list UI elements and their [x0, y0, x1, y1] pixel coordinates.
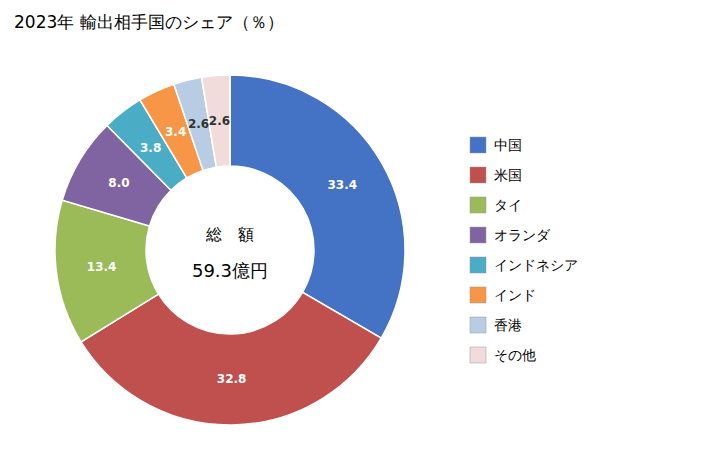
legend-label: その他 — [494, 347, 536, 363]
legend-swatch — [470, 137, 486, 153]
data-label: 8.0 — [108, 176, 129, 190]
data-label: 3.8 — [140, 141, 161, 155]
legend-label: 中国 — [494, 137, 522, 153]
legend: 中国米国タイオランダインドネシアインド香港その他 — [470, 137, 578, 363]
data-label: 33.4 — [327, 178, 357, 192]
legend-item: オランダ — [470, 227, 551, 243]
legend-item: 香港 — [470, 317, 522, 333]
legend-label: インド — [494, 287, 536, 303]
legend-label: オランダ — [494, 227, 551, 243]
legend-label: インドネシア — [494, 257, 578, 273]
legend-item: 中国 — [470, 137, 522, 153]
data-label: 13.4 — [87, 260, 117, 274]
legend-swatch — [470, 317, 486, 333]
legend-swatch — [470, 197, 486, 213]
legend-label: タイ — [494, 197, 522, 213]
legend-item: その他 — [470, 347, 536, 363]
title: 2023年 輸出相手国のシェア（％） — [14, 12, 284, 32]
data-label: 3.4 — [165, 125, 186, 139]
center-label: 総 額 — [205, 225, 254, 244]
legend-swatch — [470, 347, 486, 363]
data-labels: 33.432.813.48.03.83.42.62.6 — [87, 114, 357, 387]
legend-swatch — [470, 227, 486, 243]
slice — [230, 75, 405, 338]
legend-item: インド — [470, 287, 536, 303]
legend-label: 米国 — [494, 167, 522, 183]
legend-item: 米国 — [470, 167, 522, 183]
legend-swatch — [470, 257, 486, 273]
legend-item: インドネシア — [470, 257, 578, 273]
data-label: 32.8 — [217, 372, 247, 386]
legend-label: 香港 — [494, 317, 522, 333]
center-label: 59.3億円 — [192, 260, 268, 281]
data-label: 2.6 — [188, 117, 209, 131]
donut — [55, 75, 405, 425]
legend-item: タイ — [470, 197, 522, 213]
chart: 2023年 輸出相手国のシェア（％）33.432.813.48.03.83.42… — [0, 0, 728, 450]
data-label: 2.6 — [209, 114, 230, 128]
legend-swatch — [470, 167, 486, 183]
slice — [62, 125, 171, 226]
legend-swatch — [470, 287, 486, 303]
